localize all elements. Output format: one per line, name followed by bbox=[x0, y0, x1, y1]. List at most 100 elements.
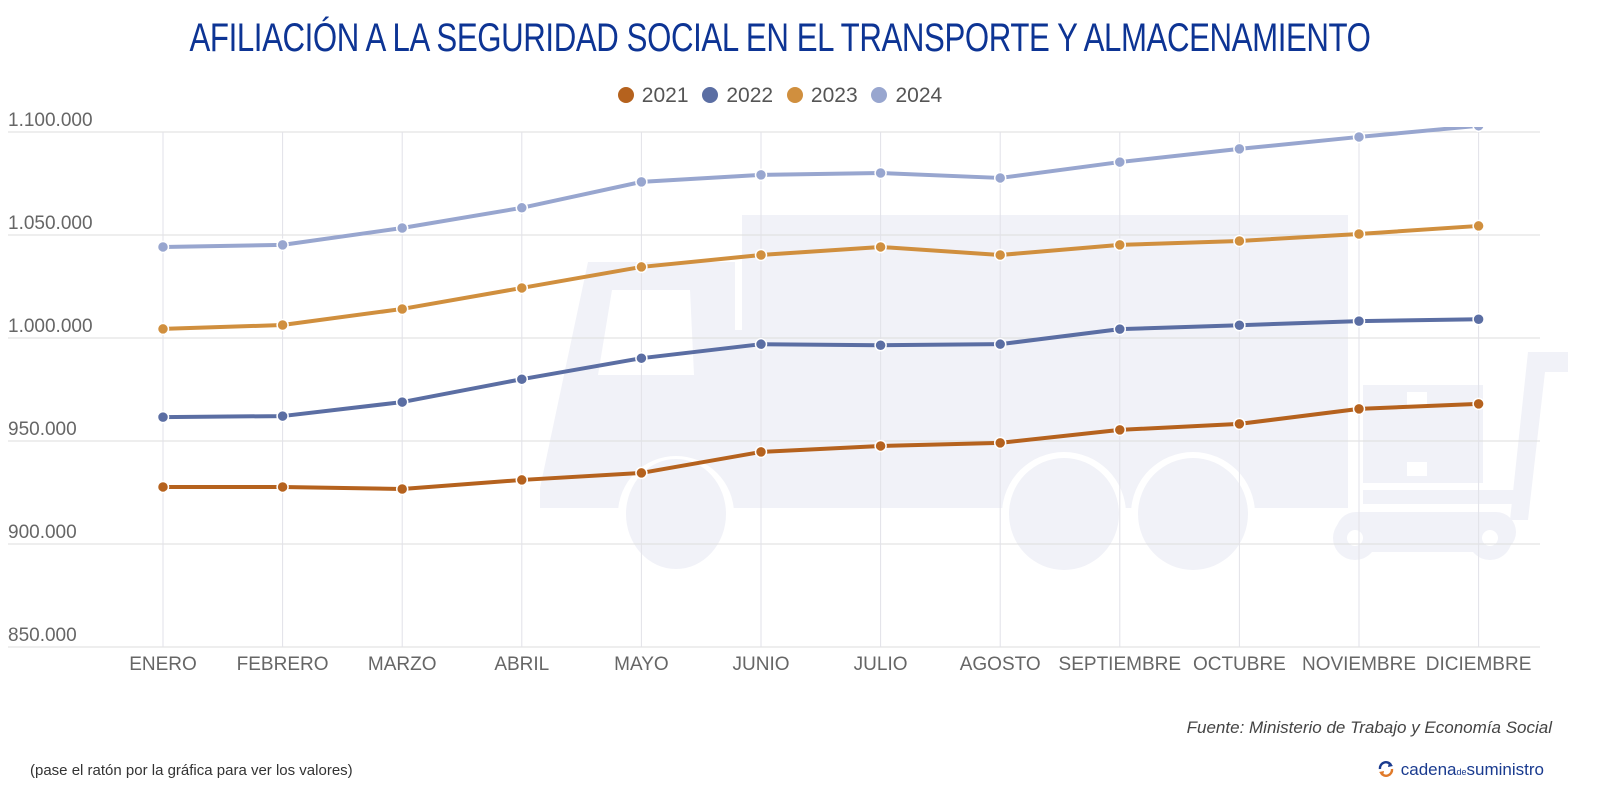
data-point-2021[interactable] bbox=[1472, 397, 1485, 411]
legend-item-2024[interactable]: 2024 bbox=[871, 84, 942, 108]
y-tick-label: 850.000 bbox=[8, 625, 77, 646]
data-point-2022[interactable] bbox=[1472, 313, 1485, 326]
data-point-2023[interactable] bbox=[635, 260, 648, 274]
x-tick-label: MARZO bbox=[368, 654, 437, 675]
brand-logo[interactable]: cadenadesuministro bbox=[1377, 760, 1544, 780]
data-point-2021[interactable] bbox=[395, 482, 409, 496]
x-tick-label: OCTUBRE bbox=[1193, 654, 1286, 675]
data-point-2022[interactable] bbox=[276, 409, 289, 423]
data-point-2022[interactable] bbox=[635, 351, 648, 365]
legend-label: 2024 bbox=[895, 84, 943, 107]
legend-label: 2022 bbox=[726, 84, 774, 107]
x-tick-label: SEPTIEMBRE bbox=[1059, 654, 1181, 675]
data-point-2022[interactable] bbox=[754, 337, 768, 351]
x-tick-label: NOVIEMBRE bbox=[1302, 654, 1416, 675]
data-point-2024[interactable] bbox=[874, 166, 887, 180]
data-point-2021[interactable] bbox=[156, 480, 170, 494]
legend-marker bbox=[871, 87, 888, 103]
data-point-2021[interactable] bbox=[1113, 423, 1127, 437]
series-2021 bbox=[156, 397, 1485, 496]
refresh-arrows-icon bbox=[1378, 761, 1393, 777]
legend-marker bbox=[786, 87, 803, 103]
data-point-2024[interactable] bbox=[635, 175, 648, 189]
logo-text-suministro: suministro bbox=[1466, 760, 1544, 779]
data-point-2024[interactable] bbox=[1233, 142, 1246, 156]
data-point-2024[interactable] bbox=[1472, 120, 1485, 133]
data-point-2022[interactable] bbox=[395, 395, 409, 409]
y-tick-label: 1.000.000 bbox=[8, 316, 93, 337]
legend-item-2023[interactable]: 2023 bbox=[786, 84, 858, 108]
legend-marker bbox=[702, 87, 719, 103]
data-point-2022[interactable] bbox=[993, 337, 1007, 351]
data-point-2021[interactable] bbox=[874, 439, 887, 453]
x-tick-label: JULIO bbox=[854, 654, 908, 675]
data-point-2021[interactable] bbox=[993, 436, 1007, 450]
y-tick-label: 1.100.000 bbox=[8, 110, 93, 131]
data-point-2023[interactable] bbox=[395, 302, 409, 316]
data-point-2021[interactable] bbox=[635, 466, 648, 480]
data-point-2024[interactable] bbox=[156, 240, 170, 254]
data-point-2023[interactable] bbox=[1233, 234, 1246, 248]
series-line-2022 bbox=[162, 317, 1479, 420]
data-point-2021[interactable] bbox=[1352, 402, 1366, 416]
x-tick-label: JUNIO bbox=[733, 654, 790, 675]
data-point-2023[interactable] bbox=[993, 248, 1007, 262]
x-tick-label: DICIEMBRE bbox=[1426, 654, 1532, 675]
data-point-2024[interactable] bbox=[754, 168, 768, 182]
series-group bbox=[156, 120, 1485, 496]
series-line-2021 bbox=[163, 401, 1479, 491]
y-axis: 850.000 900.000 950.000 1.000.000 1.050.000 1… bbox=[8, 110, 93, 646]
data-point-2023[interactable] bbox=[156, 322, 170, 336]
data-point-2023[interactable] bbox=[874, 240, 887, 254]
x-axis: ENERO FEBRERO MARZO ABRIL MAYO JUNIO JULIO AGOS… bbox=[129, 654, 1531, 675]
data-point-2023[interactable] bbox=[276, 318, 289, 332]
data-point-2022[interactable] bbox=[1233, 318, 1246, 332]
legend: 2021 2022 2023 2024 bbox=[0, 84, 1560, 108]
legend-label: 2023 bbox=[810, 84, 858, 107]
chart-title: AFILIACIÓN A LA SEGURIDAD SOCIAL EN EL T… bbox=[189, 16, 1371, 60]
legend-item-2022[interactable]: 2022 bbox=[702, 84, 773, 108]
series-2022 bbox=[156, 313, 1485, 424]
data-point-2021[interactable] bbox=[276, 480, 289, 494]
data-point-2024[interactable] bbox=[395, 221, 409, 235]
series-2023 bbox=[156, 219, 1485, 336]
data-point-2023[interactable] bbox=[754, 248, 768, 262]
data-point-2024[interactable] bbox=[276, 238, 289, 252]
data-point-2024[interactable] bbox=[515, 201, 529, 215]
x-tick-label: ENERO bbox=[129, 654, 197, 675]
y-tick-label: 1.050.000 bbox=[8, 213, 93, 234]
data-point-2021[interactable] bbox=[515, 473, 529, 487]
x-tick-label: ABRIL bbox=[494, 654, 549, 675]
gridlines bbox=[8, 131, 1540, 648]
y-tick-label: 900.000 bbox=[8, 522, 77, 543]
data-point-2024[interactable] bbox=[1113, 155, 1127, 169]
legend-item-2021[interactable]: 2021 bbox=[617, 84, 689, 108]
hover-hint: (pase el ratón por la gráfica para ver l… bbox=[30, 762, 353, 779]
data-point-2022[interactable] bbox=[156, 410, 170, 424]
x-tick-label: FEBRERO bbox=[237, 654, 329, 675]
data-point-2023[interactable] bbox=[1352, 227, 1366, 241]
data-point-2022[interactable] bbox=[515, 372, 529, 386]
x-tick-label: AGOSTO bbox=[960, 654, 1041, 675]
legend-label: 2021 bbox=[641, 84, 689, 107]
series-2024 bbox=[156, 120, 1485, 254]
data-point-2023[interactable] bbox=[515, 281, 529, 295]
logo-text-cadena: cadena bbox=[1400, 760, 1457, 779]
data-point-2024[interactable] bbox=[1352, 130, 1366, 144]
logo-text-de: de bbox=[1456, 767, 1467, 777]
legend-marker bbox=[617, 87, 634, 103]
data-point-2024[interactable] bbox=[993, 171, 1007, 185]
series-line-2024 bbox=[162, 127, 1479, 249]
source-note: Fuente: Ministerio de Trabajo y Economía… bbox=[1186, 718, 1552, 737]
x-tick-label: MAYO bbox=[614, 654, 669, 675]
data-point-2021[interactable] bbox=[1233, 417, 1246, 431]
data-point-2023[interactable] bbox=[1113, 238, 1127, 252]
series-line-2023 bbox=[162, 223, 1479, 331]
data-point-2022[interactable] bbox=[1352, 314, 1366, 328]
data-point-2022[interactable] bbox=[1113, 322, 1127, 336]
data-point-2023[interactable] bbox=[1472, 219, 1485, 233]
data-point-2021[interactable] bbox=[754, 445, 768, 459]
data-point-2022[interactable] bbox=[874, 338, 887, 352]
y-tick-label: 950.000 bbox=[8, 419, 77, 440]
